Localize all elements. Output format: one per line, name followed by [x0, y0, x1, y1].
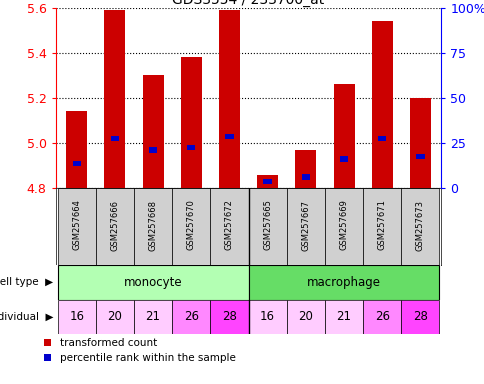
Bar: [110, 136, 119, 141]
Text: GSM257664: GSM257664: [72, 200, 81, 250]
Bar: [181, 57, 201, 188]
Bar: [210, 300, 248, 334]
Text: GSM257673: GSM257673: [415, 200, 424, 250]
Text: individual  ▶: individual ▶: [0, 312, 53, 322]
Bar: [248, 265, 439, 300]
Text: GSM257665: GSM257665: [263, 200, 272, 250]
Text: GSM257669: GSM257669: [339, 200, 348, 250]
Bar: [400, 300, 439, 334]
Bar: [58, 188, 96, 265]
Bar: [225, 134, 233, 139]
Text: 28: 28: [412, 310, 427, 323]
Bar: [96, 188, 134, 265]
Bar: [286, 188, 324, 265]
Text: 26: 26: [183, 310, 198, 323]
Bar: [301, 174, 309, 180]
Bar: [66, 111, 87, 188]
Text: 21: 21: [336, 310, 351, 323]
Text: macrophage: macrophage: [306, 276, 380, 289]
Bar: [339, 156, 348, 162]
Text: GSM257668: GSM257668: [148, 200, 157, 250]
Text: GSM257671: GSM257671: [377, 200, 386, 250]
Bar: [333, 84, 354, 188]
Bar: [324, 300, 363, 334]
Bar: [371, 21, 392, 188]
Bar: [149, 147, 157, 152]
Bar: [363, 300, 400, 334]
Bar: [187, 145, 195, 150]
Text: monocyte: monocyte: [123, 276, 182, 289]
Bar: [248, 188, 286, 265]
Bar: [295, 150, 316, 188]
Bar: [218, 10, 240, 188]
Bar: [104, 10, 125, 188]
Bar: [58, 300, 96, 334]
Legend: transformed count, percentile rank within the sample: transformed count, percentile rank withi…: [44, 338, 235, 364]
Text: 21: 21: [145, 310, 160, 323]
Bar: [248, 300, 286, 334]
Text: 20: 20: [298, 310, 313, 323]
Bar: [142, 75, 163, 188]
Text: 20: 20: [107, 310, 122, 323]
Bar: [172, 188, 210, 265]
Bar: [134, 188, 172, 265]
Bar: [415, 154, 424, 159]
Text: GSM257666: GSM257666: [110, 200, 119, 250]
Bar: [400, 188, 439, 265]
Bar: [286, 300, 324, 334]
Bar: [257, 175, 278, 188]
Bar: [409, 98, 430, 188]
Bar: [96, 300, 134, 334]
Bar: [263, 179, 272, 184]
Text: cell type  ▶: cell type ▶: [0, 277, 53, 287]
Bar: [377, 136, 386, 141]
Text: 16: 16: [259, 310, 274, 323]
Text: 26: 26: [374, 310, 389, 323]
Text: GSM257667: GSM257667: [301, 200, 310, 250]
Bar: [134, 300, 172, 334]
Bar: [210, 188, 248, 265]
Bar: [363, 188, 400, 265]
Text: 28: 28: [222, 310, 236, 323]
Bar: [73, 161, 81, 166]
Text: GSM257672: GSM257672: [225, 200, 233, 250]
Bar: [58, 265, 248, 300]
Text: GSM257670: GSM257670: [186, 200, 196, 250]
Title: GDS3554 / 233700_at: GDS3554 / 233700_at: [172, 0, 324, 7]
Bar: [324, 188, 363, 265]
Bar: [172, 300, 210, 334]
Text: 16: 16: [69, 310, 84, 323]
